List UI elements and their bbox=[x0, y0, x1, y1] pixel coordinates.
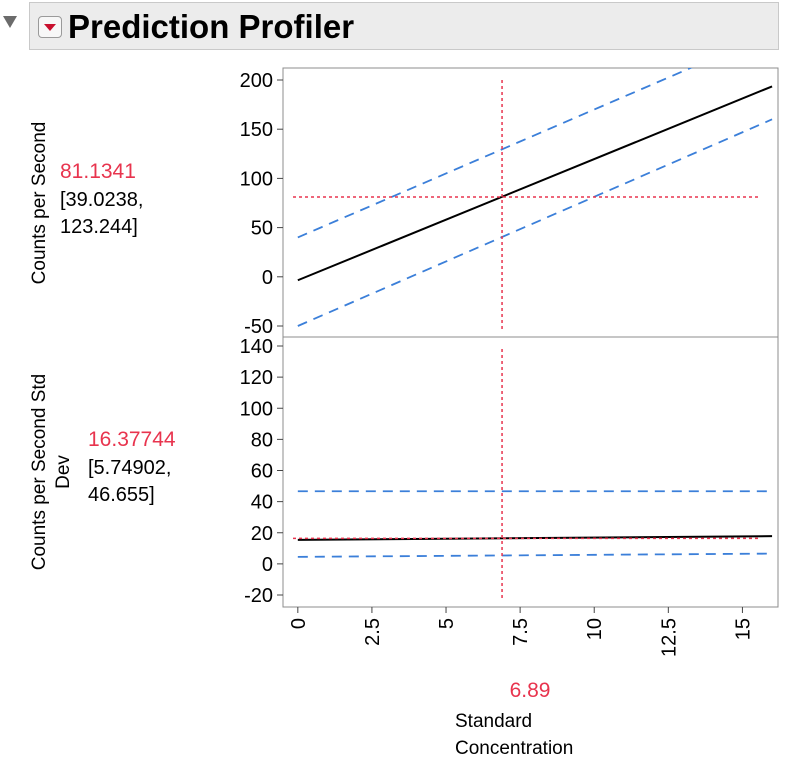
y-tick-label: -20 bbox=[244, 585, 273, 607]
y-tick-label: 150 bbox=[240, 119, 273, 141]
confidence-interval: [39.0238, 123.244] bbox=[60, 189, 143, 238]
y-axis-label: Counts per Second Std Dev bbox=[29, 374, 74, 570]
plot-frame-2 bbox=[282, 336, 779, 608]
y-tick-label: 60 bbox=[251, 461, 273, 483]
confidence-interval: [5.74902, 46.655] bbox=[88, 457, 171, 506]
prediction-value: 16.37744 bbox=[88, 428, 176, 451]
y-tick-label: 80 bbox=[251, 429, 273, 451]
x-tick-label: 12.5 bbox=[658, 618, 680, 657]
y-tick-label: 120 bbox=[240, 367, 273, 389]
upper-confidence-line bbox=[297, 68, 693, 239]
lower-confidence-line bbox=[297, 552, 773, 558]
x-tick-label: 2.5 bbox=[362, 618, 384, 646]
y-tick-label: 0 bbox=[262, 554, 273, 576]
prediction-value: 81.1341 bbox=[60, 160, 136, 183]
x-current-value: 6.89 bbox=[510, 679, 551, 702]
x-tick-label: 7.5 bbox=[510, 618, 532, 646]
x-tick-label: 0 bbox=[288, 618, 310, 629]
x-tick-label: 10 bbox=[584, 618, 606, 640]
red-triangle-menu-button[interactable] bbox=[38, 16, 62, 38]
lower-confidence-line bbox=[297, 118, 773, 327]
y-tick-label: 200 bbox=[240, 70, 273, 92]
profiler-header: Prediction Profiler bbox=[29, 2, 779, 50]
red-triangle-icon bbox=[44, 24, 56, 31]
y-tick-label: 100 bbox=[240, 398, 273, 420]
page-title: Prediction Profiler bbox=[68, 8, 355, 45]
y-tick-label: 0 bbox=[262, 267, 273, 289]
x-tick-label: 15 bbox=[732, 618, 754, 640]
plot-frame-1 bbox=[282, 67, 779, 338]
y-tick-label: 50 bbox=[251, 218, 273, 240]
y-tick-label: 140 bbox=[240, 336, 273, 358]
x-tick-label: 5 bbox=[436, 618, 458, 629]
y-axis-label: Counts per Second bbox=[29, 122, 50, 285]
disclosure-triangle-icon[interactable] bbox=[3, 16, 17, 28]
y-tick-label: 40 bbox=[251, 492, 273, 514]
y-tick-label: 100 bbox=[240, 168, 273, 190]
y-tick-label: 20 bbox=[251, 523, 273, 545]
y-tick-label: -50 bbox=[244, 316, 273, 338]
fit-line bbox=[297, 85, 773, 282]
x-axis-label: Standard Concentration bbox=[455, 711, 573, 759]
